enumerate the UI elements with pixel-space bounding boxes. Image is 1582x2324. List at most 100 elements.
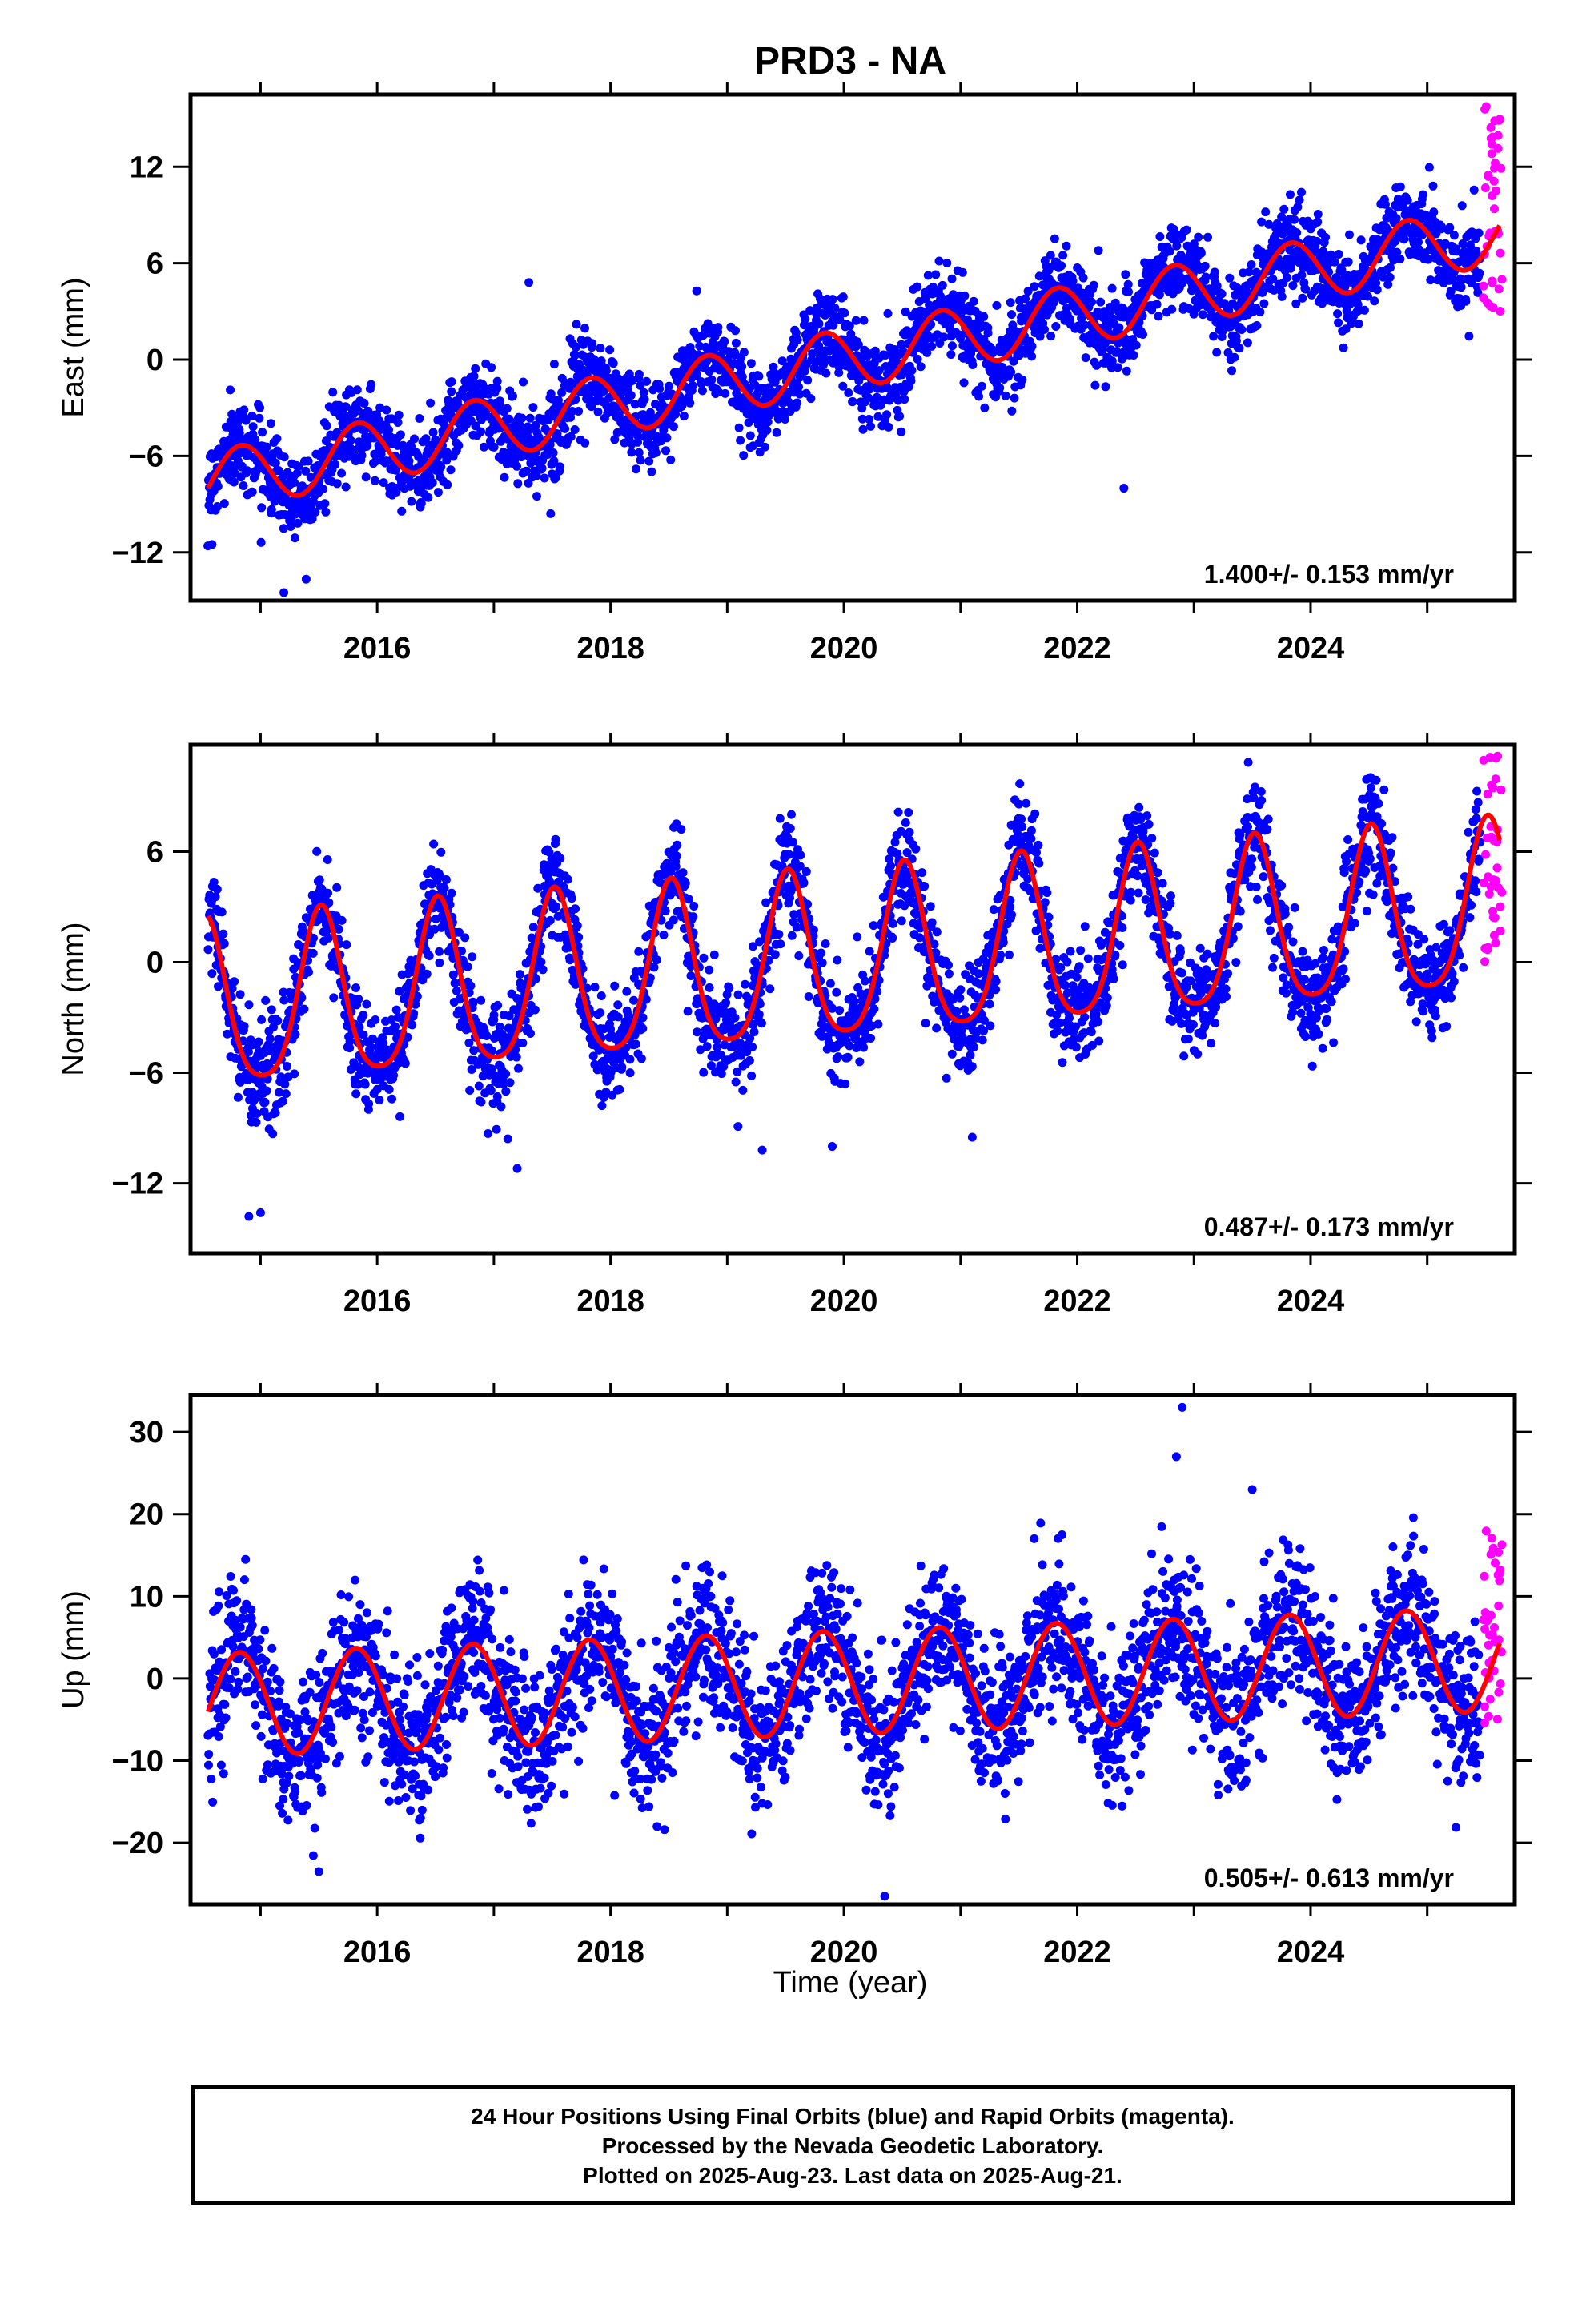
final-orbit-point bbox=[1437, 222, 1446, 231]
final-orbit-point bbox=[900, 395, 909, 404]
final-orbit-point bbox=[1138, 330, 1147, 339]
final-orbit-point bbox=[243, 466, 252, 476]
final-orbit-point bbox=[1330, 257, 1339, 267]
final-orbit-point bbox=[733, 990, 743, 999]
final-orbit-point bbox=[1182, 225, 1191, 235]
final-orbit-point bbox=[281, 1089, 291, 1099]
final-orbit-point bbox=[775, 814, 785, 823]
final-orbit-point bbox=[796, 850, 805, 860]
final-orbit-point bbox=[617, 1063, 627, 1072]
final-orbit-point bbox=[426, 398, 436, 408]
final-orbit-point bbox=[748, 1043, 757, 1051]
final-orbit-point bbox=[1152, 300, 1162, 309]
final-orbit-point bbox=[468, 952, 477, 962]
final-orbit-point bbox=[699, 953, 709, 963]
final-orbit-point bbox=[1123, 279, 1133, 289]
final-orbit-point bbox=[1474, 228, 1484, 238]
rapid-orbit-point bbox=[1488, 303, 1498, 312]
final-orbit-point bbox=[1264, 219, 1274, 229]
final-orbit-point bbox=[739, 451, 749, 460]
final-orbit-point bbox=[1217, 289, 1227, 299]
final-orbit-point bbox=[1403, 195, 1412, 205]
final-orbit-point bbox=[476, 995, 486, 1005]
x-tick-label: 2020 bbox=[810, 632, 878, 665]
final-orbit-point bbox=[942, 1073, 951, 1083]
final-orbit-point bbox=[492, 1124, 501, 1134]
final-orbit-point bbox=[371, 456, 380, 466]
final-orbit-point bbox=[219, 929, 228, 939]
final-orbit-point bbox=[947, 274, 957, 283]
final-orbit-point bbox=[207, 540, 217, 549]
final-orbit-point bbox=[615, 1084, 624, 1094]
final-orbit-point bbox=[1321, 232, 1330, 242]
final-orbit-point bbox=[669, 422, 678, 432]
final-orbit-point bbox=[213, 502, 222, 511]
rapid-orbit-point bbox=[1488, 276, 1497, 286]
x-tick-label: 2018 bbox=[576, 632, 644, 665]
final-orbit-point bbox=[382, 405, 391, 415]
final-orbit-point bbox=[1040, 324, 1049, 334]
final-orbit-point bbox=[693, 370, 702, 380]
rapid-orbit-point bbox=[1490, 163, 1500, 173]
final-orbit-point bbox=[500, 472, 509, 482]
final-orbit-point bbox=[897, 916, 906, 926]
final-orbit-point bbox=[1345, 230, 1354, 239]
final-orbit-point bbox=[639, 388, 648, 397]
final-orbit-point bbox=[219, 499, 229, 509]
final-orbit-point bbox=[647, 467, 656, 476]
final-orbit-point bbox=[532, 471, 541, 480]
final-orbit-point bbox=[436, 462, 446, 472]
final-orbit-point bbox=[268, 1129, 278, 1139]
final-orbit-point bbox=[213, 481, 223, 491]
final-orbit-point bbox=[671, 409, 680, 419]
final-orbit-point bbox=[572, 921, 582, 931]
final-orbit-point bbox=[299, 1004, 309, 1014]
final-orbit-point bbox=[1271, 230, 1281, 239]
final-orbit-point bbox=[1235, 344, 1244, 353]
final-orbit-point bbox=[866, 1034, 876, 1043]
rapid-orbit-point bbox=[1494, 284, 1504, 294]
final-orbit-point bbox=[845, 321, 854, 331]
final-orbit-point bbox=[921, 294, 930, 304]
final-orbit-point bbox=[567, 894, 576, 903]
final-orbit-point bbox=[853, 340, 863, 349]
final-orbit-point bbox=[528, 923, 538, 932]
y-tick-label: 12 bbox=[130, 151, 163, 184]
final-orbit-point bbox=[512, 1052, 521, 1062]
final-orbit-point bbox=[596, 991, 606, 1000]
final-orbit-point bbox=[1023, 287, 1033, 296]
final-orbit-point bbox=[677, 825, 686, 834]
final-orbit-point bbox=[422, 969, 432, 979]
final-orbit-point bbox=[396, 1112, 404, 1121]
final-orbit-point bbox=[574, 932, 584, 942]
final-orbit-point bbox=[526, 1029, 535, 1038]
final-orbit-point bbox=[1034, 271, 1044, 281]
final-orbit-point bbox=[219, 939, 229, 948]
final-orbit-point bbox=[359, 1011, 368, 1020]
final-orbit-point bbox=[883, 308, 893, 318]
final-orbit-point bbox=[851, 316, 861, 325]
final-orbit-point bbox=[291, 1030, 300, 1039]
final-orbit-point bbox=[322, 421, 331, 431]
final-orbit-point bbox=[947, 1049, 957, 1059]
final-orbit-point bbox=[874, 366, 884, 376]
final-orbit-point bbox=[731, 326, 740, 336]
final-orbit-point bbox=[489, 442, 499, 452]
final-orbit-point bbox=[601, 366, 611, 376]
final-orbit-point bbox=[508, 392, 517, 401]
final-orbit-point bbox=[1318, 299, 1327, 308]
final-orbit-point bbox=[1464, 332, 1474, 341]
final-orbit-point bbox=[482, 1031, 492, 1040]
final-orbit-point bbox=[888, 919, 897, 928]
final-orbit-point bbox=[731, 1077, 741, 1087]
final-orbit-point bbox=[597, 1101, 607, 1111]
final-orbit-point bbox=[614, 411, 624, 420]
final-orbit-point bbox=[357, 451, 367, 460]
final-orbit-point bbox=[502, 404, 512, 413]
final-orbit-point bbox=[979, 312, 989, 321]
final-orbit-point bbox=[791, 328, 801, 338]
final-orbit-point bbox=[1372, 285, 1382, 295]
final-orbit-point bbox=[321, 507, 331, 517]
final-orbit-point bbox=[230, 977, 239, 987]
final-orbit-point bbox=[1101, 382, 1110, 392]
